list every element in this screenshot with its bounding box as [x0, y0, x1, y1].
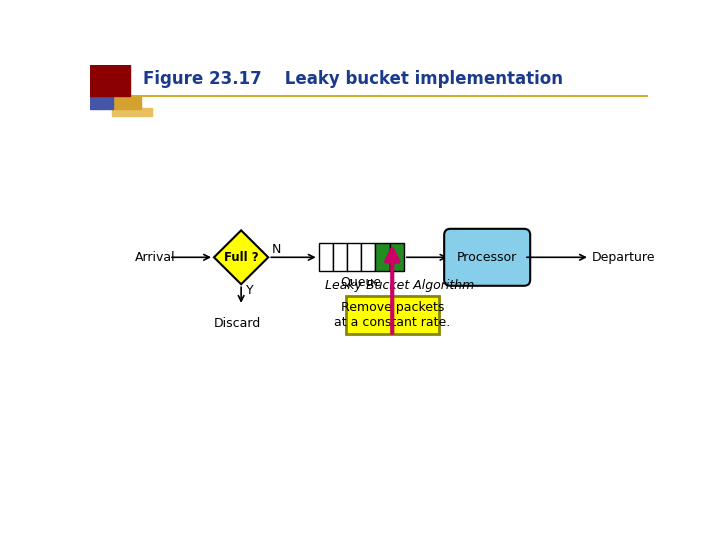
Text: Figure 23.17    Leaky bucket implementation: Figure 23.17 Leaky bucket implementation: [143, 70, 563, 87]
Text: Discard: Discard: [214, 316, 261, 329]
Text: N: N: [271, 243, 281, 256]
FancyBboxPatch shape: [444, 229, 530, 286]
Bar: [90, 92, 113, 110]
Text: Full ?: Full ?: [224, 251, 258, 264]
Polygon shape: [214, 231, 269, 284]
Bar: [347, 244, 361, 271]
Text: Queue: Queue: [341, 276, 382, 289]
Text: Processor: Processor: [457, 251, 517, 264]
Bar: [390, 244, 404, 271]
Text: Y: Y: [246, 284, 253, 297]
Bar: [112, 108, 152, 116]
FancyBboxPatch shape: [346, 296, 438, 334]
Bar: [375, 244, 390, 271]
Text: Arrival: Arrival: [135, 251, 176, 264]
Text: Remove packets
at a constant rate.: Remove packets at a constant rate.: [334, 301, 451, 329]
Bar: [333, 244, 347, 271]
Bar: [112, 97, 141, 110]
Bar: [319, 244, 333, 271]
Bar: [361, 244, 375, 271]
Text: Leaky Bucket Algorithm: Leaky Bucket Algorithm: [325, 279, 474, 292]
Bar: [90, 65, 130, 96]
Text: Departure: Departure: [593, 251, 656, 264]
